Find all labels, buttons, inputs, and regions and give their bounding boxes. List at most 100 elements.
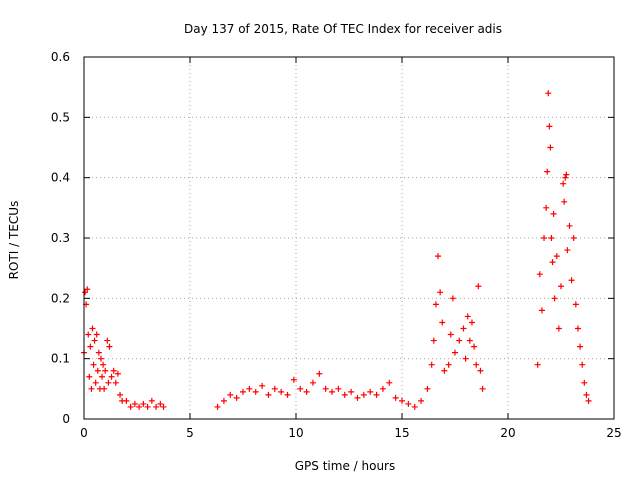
data-point [473,361,480,368]
data-point [329,388,336,395]
data-point [114,370,121,377]
data-point [549,259,556,266]
data-point [367,388,374,395]
data-point [466,337,473,344]
data-point [278,388,285,395]
data-point [94,367,101,374]
x-tick-label: 20 [500,426,515,440]
data-point [290,376,297,383]
data-point [105,379,112,386]
data-point [428,361,435,368]
data-point [214,403,221,410]
data-point [144,403,151,410]
data-point [91,337,98,344]
data-point [92,379,99,386]
data-point [579,361,586,368]
data-point [399,397,405,404]
data-point [309,379,316,386]
data-point [265,391,272,398]
data-point [100,361,107,368]
data-point [110,367,117,374]
y-tick-label: 0.6 [51,50,70,64]
data-point [547,144,554,151]
data-point [84,286,91,293]
data-point [360,391,367,398]
data-point [538,307,545,314]
data-point [568,277,575,284]
data-point [341,391,348,398]
data-point [449,295,456,302]
data-point [585,397,592,404]
data-point [432,301,439,308]
chart-title: Day 137 of 2015, Rate Of TEC Index for r… [184,22,502,36]
data-point [316,370,323,377]
data-point [157,400,164,407]
data-point [447,331,454,338]
data-point [564,247,571,254]
data-point [86,373,93,380]
data-point [284,391,291,398]
data-point [545,90,552,97]
data-point [220,397,227,404]
data-point [246,385,253,392]
data-point [570,235,577,241]
data-point [386,379,393,386]
data-point [544,168,551,175]
data-point [546,123,553,130]
x-tick-label: 25 [606,426,621,440]
data-point [271,385,278,392]
data-point [87,343,94,350]
x-axis-label: GPS time / hours [295,459,396,473]
data-point [572,301,579,308]
data-point [160,403,167,410]
data-point [85,331,92,338]
data-point [108,373,115,380]
data-point [82,289,89,296]
x-tick-label: 5 [186,426,194,440]
data-point [437,289,444,296]
data-point [548,235,555,241]
data-point [553,253,560,260]
data-point [303,388,310,395]
data-point [555,325,562,332]
data-point [541,235,548,241]
data-point [551,295,558,302]
data-points [81,90,592,410]
x-tick-label: 15 [394,426,409,440]
data-point [560,180,567,187]
data-point [471,343,478,350]
data-point [89,325,96,332]
data-point [117,391,124,398]
data-point [93,331,100,338]
data-point [392,394,399,401]
data-point [112,379,119,386]
data-point [550,210,557,217]
data-point [558,283,564,290]
data-point [88,385,95,392]
data-point [479,385,486,392]
data-point [435,253,442,260]
data-point [90,361,97,368]
data-point [563,171,570,178]
data-point [127,403,134,410]
data-point [418,397,425,404]
data-point [439,319,446,326]
data-point [424,385,431,392]
data-point [468,319,475,326]
data-point [106,343,113,350]
data-point [335,385,342,392]
data-point [475,283,482,290]
data-point [348,388,355,395]
data-point [583,391,590,398]
y-tick-label: 0 [62,412,70,426]
data-point [536,271,543,278]
data-point [460,325,467,332]
data-point [566,222,573,229]
y-tick-label: 0.5 [51,110,70,124]
data-point [574,325,581,332]
y-axis-label: ROTI / TECUs [7,201,21,280]
data-point [148,397,155,404]
data-point [561,198,568,205]
data-point [153,403,160,410]
